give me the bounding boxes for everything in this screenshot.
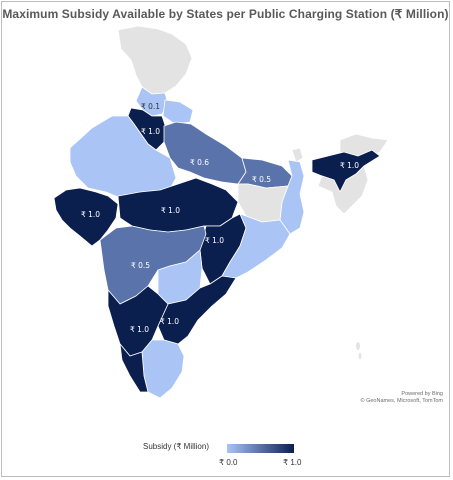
legend-gradient-bar <box>227 444 294 453</box>
map-attribution: Powered by Bing © GeoNames, Microsoft, T… <box>361 391 444 405</box>
region-uttar-pradesh <box>163 121 247 185</box>
label-gujarat: ₹ 1.0 <box>81 210 100 219</box>
legend-max-label: ₹ 1.0 <box>283 458 302 467</box>
label-bihar: ₹ 0.5 <box>252 175 271 184</box>
label-himachal-pradesh: ₹ 0.1 <box>141 102 160 111</box>
region-sikkim <box>291 147 304 163</box>
region-himachal-pradesh <box>135 86 169 117</box>
legend-title: Subsidy (₹ Million) <box>143 442 209 451</box>
region-kerala <box>119 343 149 393</box>
label-karnataka: ₹ 1.0 <box>130 325 149 334</box>
region-west-bengal <box>279 159 305 235</box>
label-uttar-pradesh: ₹ 0.6 <box>190 158 209 167</box>
region-odisha <box>221 213 291 279</box>
label-punjab-haryana: ₹ 1.0 <box>141 127 160 136</box>
region-jharkhand <box>237 183 289 223</box>
region-gujarat <box>53 187 119 247</box>
region-tamil-nadu <box>141 339 185 399</box>
label-maharashtra: ₹ 0.5 <box>131 261 150 270</box>
attribution-powered-by: Powered by Bing <box>401 391 443 397</box>
island-dots <box>356 342 362 359</box>
region-karnataka <box>107 285 169 357</box>
legend-min-label: ₹ 0.0 <box>219 458 238 467</box>
attribution-sources: © GeoNames, Microsoft, TomTom <box>360 398 444 404</box>
label-chhattisgarh: ₹ 1.0 <box>205 236 224 245</box>
region-uttarakhand <box>162 99 194 125</box>
region-northeast-other <box>317 165 369 215</box>
map-title: Maximum Subsidy Available by States per … <box>2 7 449 21</box>
label-andhra-tamil: ₹ 1.0 <box>160 317 179 326</box>
label-assam: ₹ 1.0 <box>340 161 359 170</box>
region-jammu-kashmir <box>117 25 193 95</box>
label-madhya-pradesh: ₹ 1.0 <box>161 206 180 215</box>
region-rajasthan <box>69 115 177 205</box>
